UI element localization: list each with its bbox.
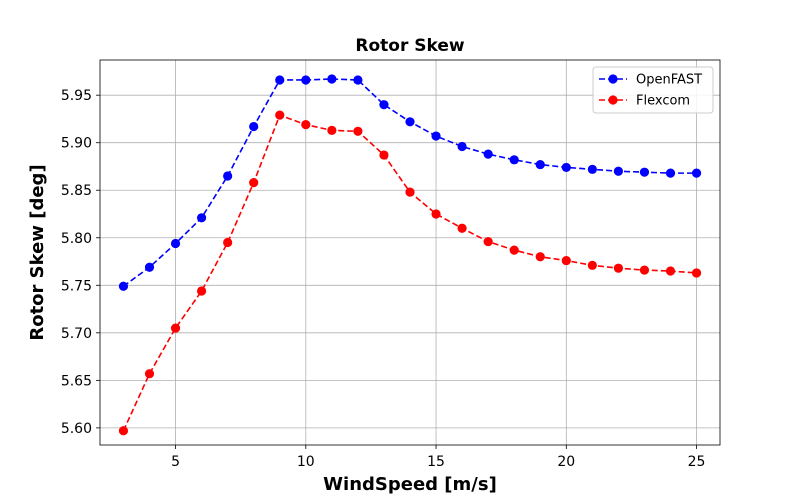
data-point bbox=[509, 155, 519, 165]
data-point bbox=[483, 236, 493, 247]
legend-label: OpenFAST bbox=[636, 73, 702, 88]
x-axis-label: WindSpeed [m/s] bbox=[323, 474, 497, 495]
data-point bbox=[275, 110, 285, 120]
data-point bbox=[249, 178, 259, 188]
data-point bbox=[379, 100, 389, 110]
data-point bbox=[639, 167, 650, 177]
data-point bbox=[535, 252, 545, 262]
y-tick-label: 5.95 bbox=[61, 88, 92, 104]
data-point bbox=[170, 323, 181, 333]
chart-title: Rotor Skew bbox=[355, 36, 465, 56]
data-point bbox=[301, 75, 311, 85]
y-tick-label: 5.60 bbox=[61, 421, 92, 437]
data-point bbox=[405, 187, 415, 197]
data-point bbox=[327, 125, 337, 135]
series-layer bbox=[118, 74, 702, 436]
x-tick-label: 25 bbox=[688, 454, 706, 470]
data-point bbox=[613, 263, 624, 273]
legend-label: Flexcom bbox=[636, 94, 690, 109]
data-point bbox=[561, 162, 571, 173]
series-openfast bbox=[118, 74, 702, 291]
data-point bbox=[144, 369, 155, 379]
data-point bbox=[457, 141, 467, 152]
data-point bbox=[144, 262, 155, 272]
data-point bbox=[613, 166, 624, 176]
legend-marker bbox=[608, 74, 618, 84]
data-point bbox=[483, 149, 493, 159]
data-point bbox=[223, 237, 233, 248]
data-point bbox=[691, 268, 702, 278]
data-point bbox=[561, 255, 571, 266]
y-tick-label: 5.80 bbox=[61, 231, 92, 247]
axis-ticks: 5 10 15 20 25 5.60 5.65 5.70 5.75 5.80 5.85 5.90 5.9… bbox=[61, 88, 706, 470]
y-tick-label: 5.70 bbox=[61, 326, 92, 342]
data-point bbox=[170, 238, 181, 249]
legend-marker bbox=[608, 95, 618, 105]
data-point bbox=[665, 168, 676, 178]
data-point bbox=[353, 75, 363, 85]
series-flexcom bbox=[118, 110, 702, 436]
y-tick-label: 5.75 bbox=[61, 278, 92, 294]
y-axis-label: Rotor Skew [deg] bbox=[27, 164, 48, 340]
legend-item: Flexcom bbox=[599, 94, 690, 109]
legend: OpenFAST Flexcom bbox=[592, 66, 714, 114]
data-point bbox=[327, 74, 337, 84]
data-point bbox=[275, 75, 285, 85]
x-tick-label: 20 bbox=[557, 454, 575, 470]
data-point bbox=[405, 117, 415, 127]
data-point bbox=[379, 150, 389, 160]
data-point bbox=[353, 126, 363, 136]
data-point bbox=[118, 281, 129, 291]
data-point bbox=[301, 120, 311, 130]
y-tick-label: 5.85 bbox=[61, 183, 92, 199]
data-point bbox=[639, 265, 650, 275]
data-point bbox=[535, 159, 545, 170]
data-point bbox=[249, 121, 259, 132]
x-tick-label: 10 bbox=[297, 454, 315, 470]
data-point bbox=[691, 168, 702, 178]
data-point bbox=[587, 260, 597, 270]
data-point bbox=[196, 286, 207, 296]
data-point bbox=[431, 209, 441, 219]
y-tick-label: 5.90 bbox=[61, 136, 92, 152]
data-point bbox=[196, 213, 207, 223]
data-point bbox=[457, 223, 467, 233]
data-point bbox=[665, 266, 676, 276]
data-point bbox=[223, 171, 233, 181]
x-tick-label: 15 bbox=[427, 454, 445, 470]
data-point bbox=[587, 164, 597, 174]
data-point bbox=[509, 245, 519, 255]
legend-item: OpenFAST bbox=[599, 73, 702, 88]
x-tick-label: 5 bbox=[171, 454, 180, 470]
data-point bbox=[431, 131, 441, 141]
data-point bbox=[118, 426, 129, 436]
plot-frame bbox=[99, 59, 721, 446]
y-tick-label: 5.65 bbox=[61, 373, 92, 389]
